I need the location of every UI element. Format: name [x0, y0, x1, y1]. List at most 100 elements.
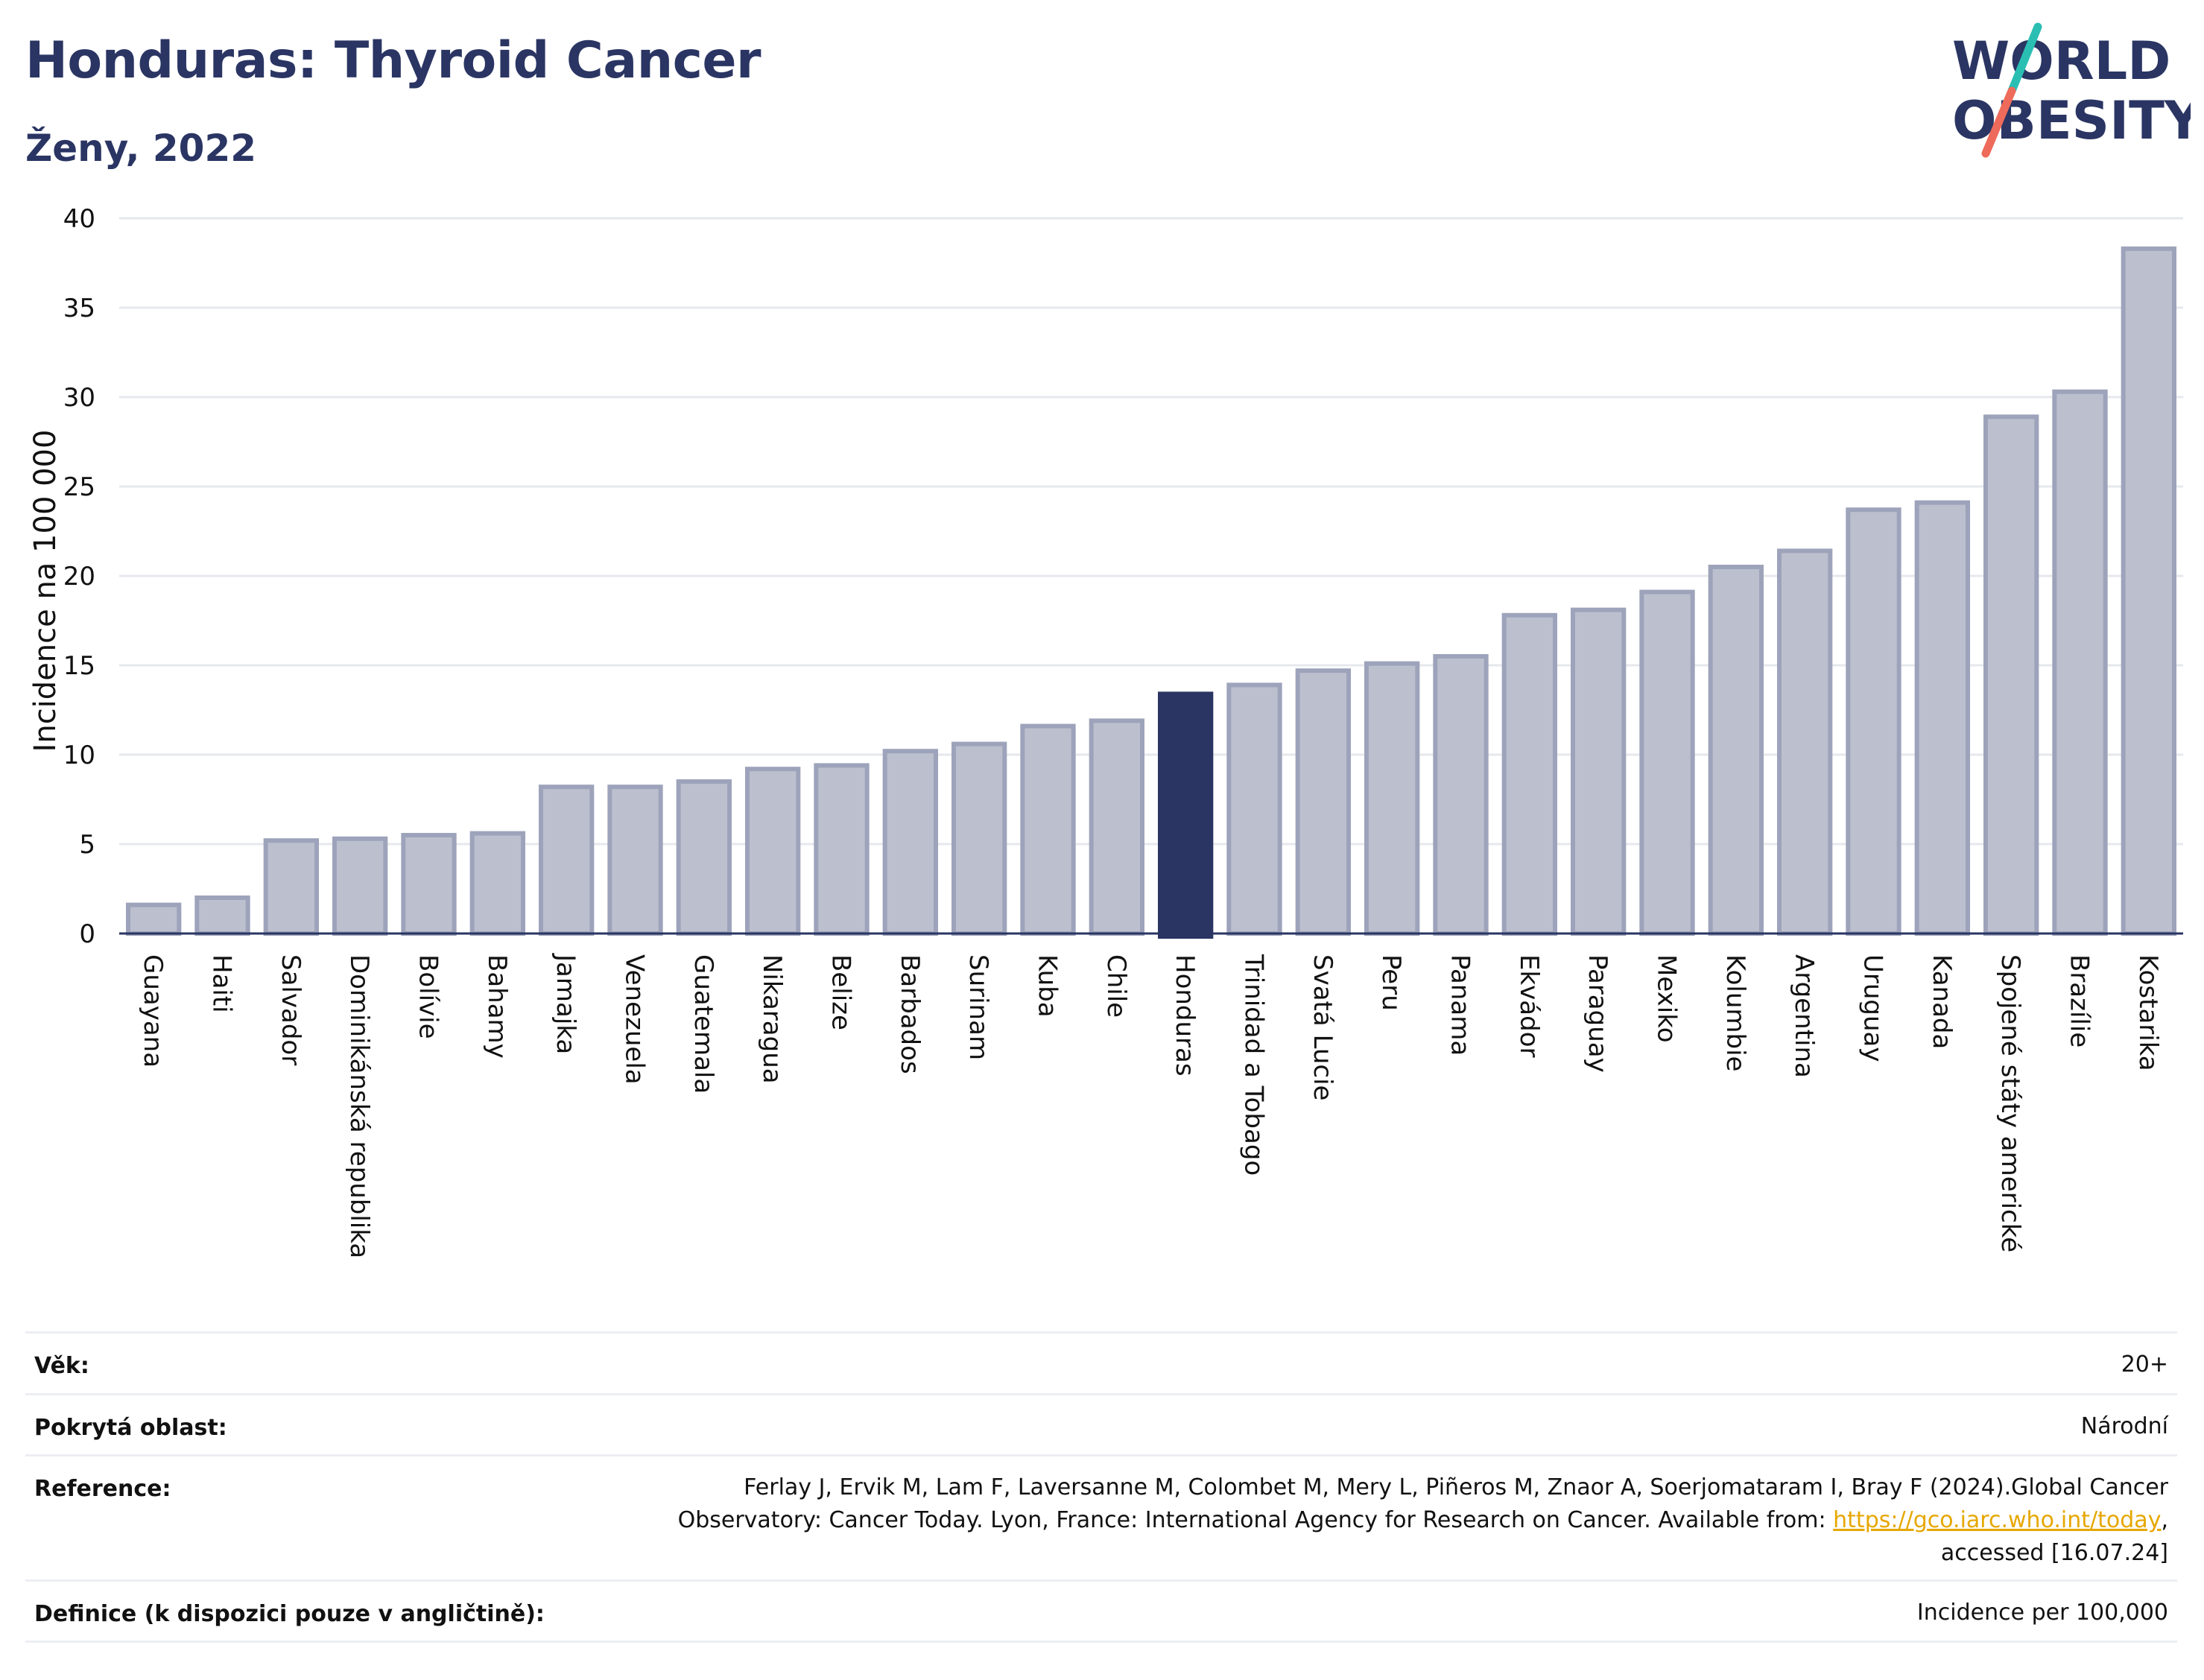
x-tick-label: Kostarika: [2133, 954, 2163, 1071]
bar-argentina: [1777, 548, 1833, 936]
x-axis-ticks: Guayana Haiti Salvador Dominikánská republi…: [138, 953, 2163, 1258]
meta-row-definition: Definice (k dispozici pouze v angličtině…: [25, 1579, 2177, 1643]
y-tick-label: 5: [79, 830, 95, 860]
x-tick-label: Kanada: [1927, 954, 1957, 1049]
y-tick-label: 35: [63, 294, 95, 323]
bar-kuba: [1020, 723, 1076, 936]
x-tick-label: Barbados: [895, 954, 925, 1074]
bar-brazílie: [2052, 389, 2108, 936]
bar-peru: [1364, 661, 1420, 936]
meta-value-definition: Incidence per 100,000: [1916, 1600, 2168, 1626]
bar-barbados: [882, 749, 938, 936]
bar-salvador: [263, 838, 319, 936]
x-tick-label: Peru: [1376, 954, 1406, 1011]
logo-slash-top: [2007, 22, 2042, 95]
bar-haiti: [194, 896, 250, 936]
y-axis-label: Incidence na 100 000: [28, 430, 63, 752]
logo-slash-bottom: [1981, 86, 2016, 158]
x-tick-label: Argentina: [1789, 954, 1819, 1078]
meta-row-age: Věk: 20+: [25, 1331, 2177, 1393]
x-tick-label: Jamajka: [551, 953, 580, 1054]
y-tick-label: 30: [63, 383, 95, 413]
x-tick-label: Chile: [1101, 954, 1131, 1018]
x-tick-label: Brazílie: [2065, 954, 2094, 1047]
reference-link[interactable]: https://gco.iarc.who.int/today: [1833, 1507, 2162, 1533]
y-tick-label: 15: [63, 651, 95, 681]
bar-uruguay: [1846, 507, 1901, 936]
x-tick-label: Svatá Lucie: [1308, 954, 1337, 1100]
bar-ekvádor: [1501, 612, 1557, 936]
bar-spojené-státy-americké: [1983, 414, 2039, 936]
x-tick-label: Panama: [1445, 954, 1475, 1056]
bar-svatá-lucie: [1295, 668, 1351, 936]
world-obesity-logo: WORLD OBESITY: [1952, 22, 2191, 158]
bar-chart: 0 5 10 15 20 25 30 35 40 Guayana Haiti Salvador Dom…: [28, 204, 2183, 1258]
bar-bahamy: [469, 831, 525, 936]
x-tick-label: Salvador: [276, 954, 305, 1065]
meta-row-coverage: Pokrytá oblast: Národní: [25, 1393, 2177, 1455]
meta-label-definition: Definice (k dispozici pouze v angličtině…: [34, 1601, 545, 1627]
y-tick-label: 40: [63, 204, 95, 234]
bar-honduras: [1158, 691, 1214, 939]
x-tick-label: Trinidad a Tobago: [1239, 954, 1269, 1176]
y-tick-label: 0: [79, 919, 95, 949]
bar-venezuela: [607, 784, 663, 936]
x-tick-label: Nikaragua: [757, 954, 787, 1084]
bar-jamajka: [539, 784, 595, 936]
bar-trinidad-a-tobago: [1226, 682, 1282, 936]
x-tick-label: Spojené státy americké: [1995, 954, 2025, 1252]
bar-panama: [1433, 654, 1489, 936]
bar-paraguay: [1571, 607, 1627, 936]
meta-value-reference: Ferlay J, Ervik M, Lam F, Laversanne M, …: [678, 1471, 2168, 1570]
gridlines: [119, 217, 2183, 846]
x-tick-label: Ekvádor: [1514, 954, 1544, 1058]
x-tick-label: Bahamy: [482, 954, 512, 1059]
bars: [126, 246, 2176, 939]
x-tick-label: Belize: [826, 954, 856, 1030]
x-tick-label: Haiti: [207, 954, 237, 1013]
reference-line-2-text: Observatory: Cancer Today. Lyon, France:…: [677, 1507, 1834, 1533]
chart-subtitle: Ženy, 2022: [25, 127, 257, 170]
x-tick-label: Honduras: [1170, 954, 1200, 1077]
bar-guatemala: [676, 779, 732, 936]
bar-mexiko: [1639, 589, 1695, 936]
x-tick-label: Kuba: [1033, 954, 1063, 1018]
bar-nikaragua: [745, 767, 801, 936]
bar-belize: [814, 763, 870, 936]
x-tick-label: Kolumbie: [1720, 954, 1750, 1071]
reference-line-1: Ferlay J, Ervik M, Lam F, Laversanne M, …: [744, 1474, 2168, 1500]
x-tick-label: Paraguay: [1583, 954, 1612, 1073]
bar-chile: [1089, 718, 1144, 936]
meta-label-coverage: Pokrytá oblast:: [34, 1415, 227, 1441]
logo-text-line1: WORLD: [1952, 31, 2170, 92]
reference-line-3: accessed [16.07.24]: [1940, 1540, 2168, 1566]
bar-kolumbie: [1708, 565, 1764, 936]
meta-bottom-rule: [25, 1641, 2177, 1643]
x-tick-label: Mexiko: [1652, 954, 1682, 1043]
x-tick-label: Uruguay: [1858, 954, 1888, 1062]
x-tick-label: Bolívie: [414, 954, 443, 1039]
x-tick-label: Venezuela: [620, 954, 650, 1085]
bar-bolívie: [401, 833, 457, 936]
bar-dominikánská-republika: [332, 836, 388, 936]
bar-kostarika: [2121, 246, 2176, 936]
reference-line-2: Observatory: Cancer Today. Lyon, France:…: [678, 1504, 2168, 1537]
x-tick-label: Guatemala: [688, 954, 718, 1094]
y-tick-label: 10: [63, 741, 95, 770]
meta-label-age: Věk:: [34, 1353, 89, 1379]
reference-line-2-tail: ,: [2161, 1507, 2168, 1533]
x-tick-label: Dominikánská republika: [344, 954, 374, 1258]
y-axis-ticks: 0 5 10 15 20 25 30 35 40: [63, 204, 95, 949]
meta-label-reference: Reference:: [34, 1476, 171, 1502]
bar-guayana: [126, 902, 182, 936]
x-tick-label: Guayana: [138, 954, 168, 1068]
y-tick-label: 20: [63, 562, 95, 592]
meta-value-age: 20+: [2121, 1351, 2168, 1378]
x-tick-label: Surinam: [963, 954, 993, 1060]
y-tick-label: 25: [63, 472, 95, 502]
bar-kanada: [1914, 500, 1970, 936]
bar-surinam: [951, 741, 1007, 936]
meta-value-coverage: Národní: [2080, 1413, 2168, 1439]
chart-title: Honduras: Thyroid Cancer: [25, 31, 761, 90]
meta-row-reference: Reference: Ferlay J, Ervik M, Lam F, Lav…: [25, 1454, 2177, 1580]
